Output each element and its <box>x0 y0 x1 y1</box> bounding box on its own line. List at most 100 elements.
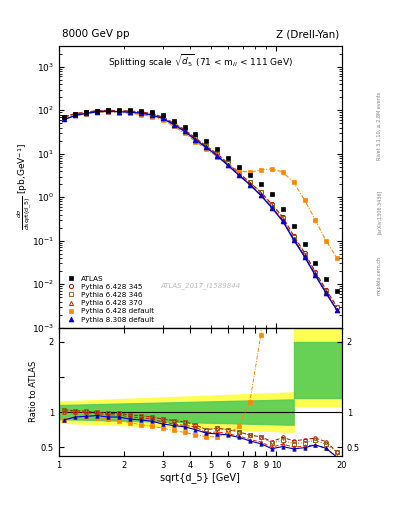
ATLAS <box>226 155 230 161</box>
Pythia 6.428 346 <box>62 114 67 120</box>
Pythia 6.428 370 <box>313 272 318 279</box>
ATLAS <box>117 107 121 113</box>
Pythia 8.308 default <box>259 193 263 199</box>
Pythia 6.428 370 <box>171 121 176 127</box>
Text: Splitting scale $\sqrt{d_5}$ (71 < m$_{ll}$ < 111 GeV): Splitting scale $\sqrt{d_5}$ (71 < m$_{l… <box>108 53 293 70</box>
Pythia 6.428 370 <box>193 136 198 142</box>
Pythia 6.428 346 <box>291 234 296 240</box>
Pythia 8.308 default <box>84 110 88 116</box>
Pythia 6.428 default <box>303 197 307 203</box>
Pythia 6.428 default <box>237 168 241 174</box>
Pythia 8.308 default <box>73 113 78 119</box>
Pythia 6.428 370 <box>73 111 78 117</box>
ATLAS <box>138 108 143 114</box>
Pythia 6.428 345 <box>182 126 187 133</box>
ATLAS <box>215 146 220 152</box>
Pythia 6.428 default <box>324 238 329 244</box>
Pythia 6.428 346 <box>226 160 230 166</box>
Pythia 6.428 345 <box>117 108 121 114</box>
Pythia 6.428 default <box>291 179 296 185</box>
Pythia 6.428 346 <box>248 179 252 185</box>
Pythia 6.428 default <box>182 130 187 136</box>
ATLAS <box>335 288 340 294</box>
Pythia 6.428 370 <box>138 110 143 116</box>
Pythia 6.428 346 <box>313 270 318 276</box>
Pythia 6.428 345 <box>84 109 88 115</box>
Pythia 6.428 370 <box>160 115 165 121</box>
ATLAS <box>160 112 165 118</box>
Pythia 6.428 345 <box>193 135 198 141</box>
Pythia 8.308 default <box>62 116 67 122</box>
Pythia 6.428 345 <box>291 232 296 239</box>
Pythia 6.428 default <box>149 114 154 120</box>
Pythia 6.428 default <box>248 169 252 175</box>
Pythia 6.428 370 <box>291 236 296 242</box>
Pythia 6.428 370 <box>281 217 285 223</box>
Pythia 6.428 346 <box>204 143 209 149</box>
Pythia 6.428 346 <box>95 108 99 114</box>
Pythia 8.308 default <box>193 137 198 143</box>
Pythia 8.308 default <box>138 110 143 116</box>
ATLAS <box>237 164 241 170</box>
Pythia 8.308 default <box>291 237 296 243</box>
Pythia 6.428 346 <box>149 111 154 117</box>
Pythia 6.428 345 <box>106 107 110 113</box>
Pythia 6.428 345 <box>204 143 209 149</box>
Pythia 6.428 345 <box>303 250 307 256</box>
Line: Pythia 6.428 370: Pythia 6.428 370 <box>62 109 339 312</box>
ATLAS <box>171 118 176 124</box>
Pythia 6.428 default <box>215 154 220 160</box>
X-axis label: sqrt{d_5} [GeV]: sqrt{d_5} [GeV] <box>160 472 241 483</box>
Pythia 6.428 345 <box>171 120 176 126</box>
Pythia 6.428 default <box>117 110 121 116</box>
Pythia 8.308 default <box>160 115 165 121</box>
Pythia 6.428 346 <box>259 189 263 196</box>
Line: ATLAS: ATLAS <box>62 108 340 293</box>
Pythia 6.428 345 <box>313 269 318 275</box>
Pythia 6.428 default <box>160 117 165 123</box>
Pythia 6.428 346 <box>117 108 121 114</box>
ATLAS <box>182 123 187 130</box>
Pythia 6.428 345 <box>62 114 67 120</box>
Pythia 8.308 default <box>269 204 274 210</box>
Pythia 6.428 370 <box>259 191 263 198</box>
Text: $\frac{d\sigma}{d\rm{sqrt}(d\_5)}$ [pb,GeV$^{-1}$]: $\frac{d\sigma}{d\rm{sqrt}(d\_5)}$ [pb,G… <box>16 143 34 230</box>
Pythia 6.428 default <box>73 113 78 119</box>
Text: Rivet 3.1.10, ≥ 2.8M events: Rivet 3.1.10, ≥ 2.8M events <box>377 92 382 160</box>
Pythia 6.428 default <box>193 139 198 145</box>
Pythia 6.428 345 <box>149 111 154 117</box>
Pythia 6.428 370 <box>226 162 230 168</box>
Pythia 6.428 370 <box>62 114 67 120</box>
Text: ATLAS_2017_I1589844: ATLAS_2017_I1589844 <box>160 282 241 289</box>
Pythia 8.308 default <box>117 109 121 115</box>
Pythia 8.308 default <box>182 128 187 134</box>
Pythia 6.428 346 <box>215 151 220 157</box>
Pythia 6.428 370 <box>324 290 329 296</box>
Pythia 8.308 default <box>324 290 329 296</box>
Text: 8000 GeV pp: 8000 GeV pp <box>62 29 129 39</box>
Pythia 6.428 default <box>204 146 209 152</box>
Text: mcplots.cern.ch: mcplots.cern.ch <box>377 256 382 295</box>
ATLAS <box>303 241 307 247</box>
Pythia 6.428 default <box>281 169 285 175</box>
ATLAS <box>73 111 78 117</box>
Pythia 6.428 370 <box>106 108 110 114</box>
Pythia 8.308 default <box>248 182 252 188</box>
Pythia 6.428 346 <box>171 120 176 126</box>
Pythia 6.428 370 <box>269 204 274 210</box>
Pythia 8.308 default <box>335 307 340 313</box>
Line: Pythia 8.308 default: Pythia 8.308 default <box>62 109 340 313</box>
Pythia 6.428 346 <box>182 126 187 133</box>
Pythia 8.308 default <box>128 109 132 115</box>
Pythia 6.428 345 <box>335 304 340 310</box>
Pythia 6.428 346 <box>84 109 88 115</box>
Pythia 6.428 345 <box>160 114 165 120</box>
Pythia 6.428 default <box>259 167 263 173</box>
Pythia 6.428 default <box>95 109 99 115</box>
ATLAS <box>149 109 154 115</box>
Pythia 6.428 default <box>335 255 340 261</box>
ATLAS <box>259 181 263 187</box>
Pythia 8.308 default <box>313 272 318 279</box>
Pythia 6.428 370 <box>182 127 187 134</box>
Pythia 6.428 370 <box>95 108 99 114</box>
